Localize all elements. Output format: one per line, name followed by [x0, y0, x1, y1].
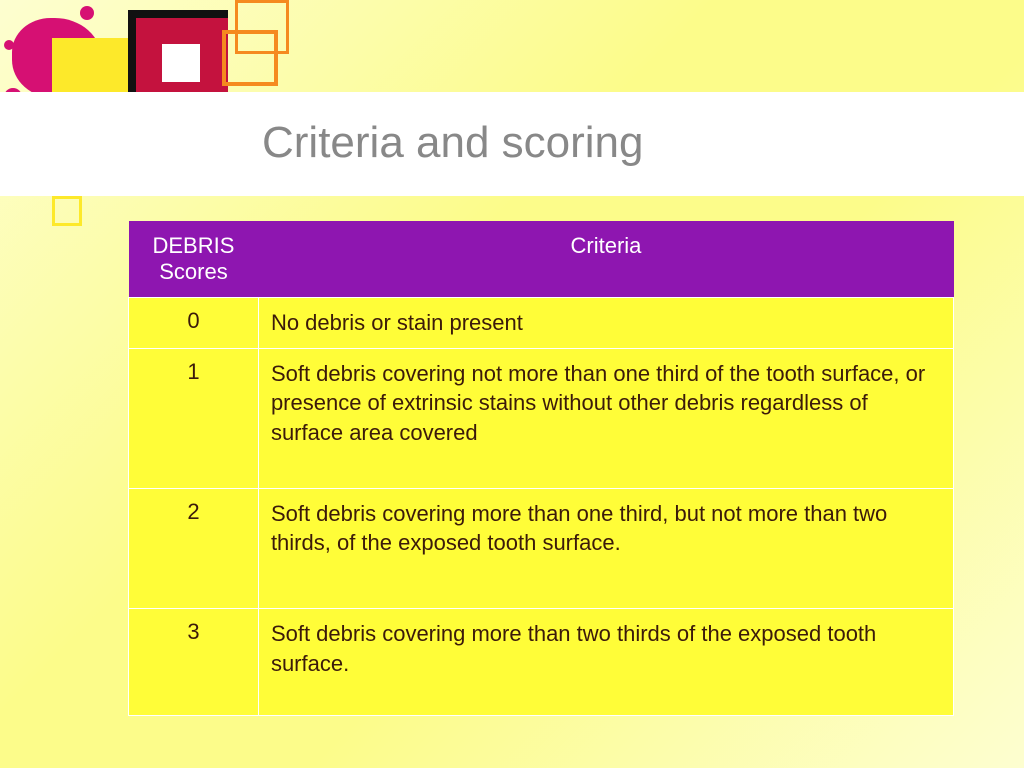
score-cell: 2: [129, 488, 259, 608]
page-title: Criteria and scoring: [262, 118, 644, 168]
header-criteria: Criteria: [258, 221, 953, 298]
score-cell: 1: [129, 348, 259, 488]
criteria-cell: Soft debris covering more than one third…: [258, 488, 953, 608]
header-scores: DEBRIS Scores: [129, 221, 259, 298]
criteria-cell: Soft debris covering more than two third…: [258, 609, 953, 715]
criteria-cell: No debris or stain present: [258, 298, 953, 349]
score-cell: 0: [129, 298, 259, 349]
scoring-table-container: DEBRIS Scores Criteria 0 No debris or st…: [128, 221, 954, 716]
scoring-table: DEBRIS Scores Criteria 0 No debris or st…: [128, 221, 954, 716]
table-row: 0 No debris or stain present: [129, 298, 954, 349]
table-row: 3 Soft debris covering more than two thi…: [129, 609, 954, 715]
criteria-cell: Soft debris covering not more than one t…: [258, 348, 953, 488]
table-row: 1 Soft debris covering not more than one…: [129, 348, 954, 488]
score-cell: 3: [129, 609, 259, 715]
table-header-row: DEBRIS Scores Criteria: [129, 221, 954, 298]
table-row: 2 Soft debris covering more than one thi…: [129, 488, 954, 608]
